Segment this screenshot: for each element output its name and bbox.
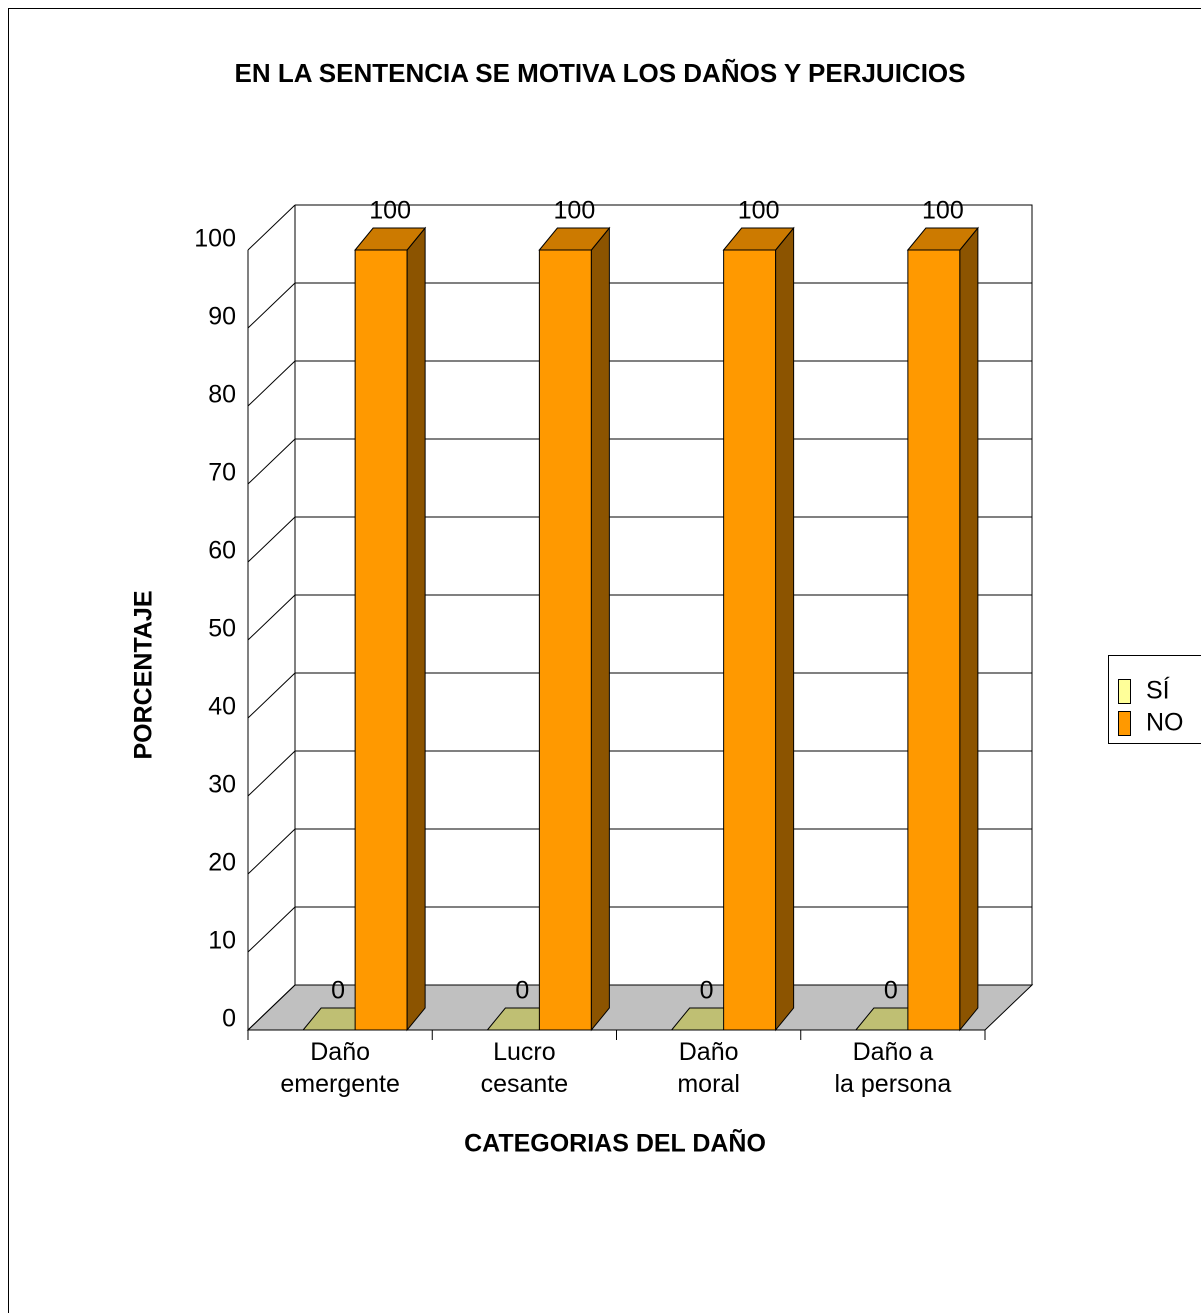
bar-top [722,227,795,251]
legend-swatch [1118,711,1131,736]
x-tick-label: Daño a la persona [834,1038,952,1098]
legend-label: NO [1146,709,1184,737]
value-label: 100 [554,197,596,225]
value-label: 0 [331,977,345,1005]
y-tick-label: 50 [208,615,236,643]
bar-side [406,226,426,1032]
x-tick-label: Daño moral [677,1038,740,1098]
tick-diagonal [247,906,296,953]
tick-diagonal [247,750,296,797]
bar [354,249,408,1031]
x-axis-title: CATEGORIAS DEL DAÑO [464,1128,766,1158]
y-tick-label: 90 [208,303,236,331]
chart-title: EN LA SENTENCIA SE MOTIVA LOS DAÑOS Y PE… [235,58,966,88]
bar-side [775,226,795,1032]
x-tick-label: Lucro cesante [480,1038,569,1098]
tick-diagonal [247,204,296,251]
bar-side [959,226,979,1032]
x-tick-label: Daño emergente [280,1038,400,1098]
tick-diagonal [247,438,296,485]
tick-diagonal [247,672,296,719]
tick-diagonal [247,360,296,407]
y-tick-label: 40 [208,693,236,721]
y-tick-label: 100 [194,225,236,253]
y-tick-label: 60 [208,537,236,565]
y-tick-label: 30 [208,771,236,799]
value-label: 100 [738,197,780,225]
tick-diagonal [247,828,296,875]
tick-diagonal [247,594,296,641]
y-tick-label: 80 [208,381,236,409]
bar-top [538,227,611,251]
tick-diagonal [247,516,296,563]
bar-top [906,227,979,251]
value-label: 0 [884,977,898,1005]
bar-top [354,227,427,251]
y-tick-label: 20 [208,849,236,877]
legend-swatch [1118,679,1131,704]
legend-label: SÍ [1146,676,1170,705]
value-label: 0 [700,977,714,1005]
value-label: 100 [369,197,411,225]
value-label: 100 [922,197,964,225]
y-axis-title: PORCENTAJE [130,590,158,759]
y-tick-label: 10 [208,927,236,955]
tick-diagonal [247,282,296,329]
y-tick-label: 0 [222,1005,236,1033]
bar [723,249,777,1031]
value-label: 0 [515,977,529,1005]
y-tick-label: 70 [208,459,236,487]
tick-diagonal [247,984,296,1031]
bar [907,249,961,1031]
bar-side [590,226,610,1032]
bar [538,249,592,1031]
